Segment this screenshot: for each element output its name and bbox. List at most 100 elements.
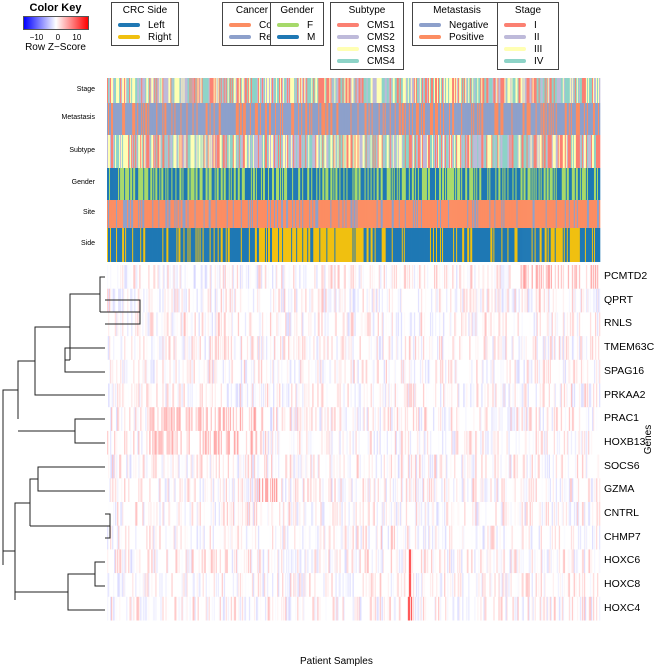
- heatmap-cell: [152, 407, 154, 431]
- annotation-cell: [540, 103, 542, 135]
- annotation-cell: [192, 103, 194, 135]
- heatmap-cell: [121, 407, 123, 431]
- heatmap-cell: [398, 336, 399, 360]
- annotation-cell: [277, 228, 279, 262]
- legend-swatch: [419, 35, 441, 39]
- annotation-cell: [268, 200, 271, 228]
- heatmap-cell: [247, 454, 250, 479]
- heatmap-cell: [158, 430, 160, 455]
- heatmap-cell: [323, 265, 325, 289]
- heatmap-cell: [464, 454, 466, 479]
- heatmap-cell: [241, 383, 244, 408]
- annotation-cell: [437, 103, 439, 135]
- heatmap-cell: [448, 407, 450, 431]
- annotation-cell: [346, 103, 348, 135]
- heatmap-cell: [501, 430, 503, 455]
- annotation-cell: [456, 78, 458, 103]
- annotation-cell: [449, 78, 451, 103]
- annotation-cell: [305, 103, 307, 135]
- annotation-cell: [300, 168, 302, 200]
- heatmap-cell: [214, 430, 216, 455]
- heatmap-cell: [266, 430, 269, 455]
- heatmap-cell: [177, 407, 179, 431]
- annotation-cell: [426, 78, 429, 103]
- heatmap-cell: [525, 265, 527, 289]
- heatmap-cell: [487, 265, 489, 289]
- annotation-cell: [254, 78, 257, 103]
- annotation-cell: [530, 103, 532, 135]
- annotation-cell: [315, 200, 317, 228]
- annotation-cell: [405, 135, 408, 168]
- annotation-cell: [164, 200, 166, 228]
- heatmap-cell: [426, 336, 427, 360]
- heatmap-cell: [252, 454, 255, 479]
- annotation-cell: [233, 135, 236, 168]
- annotation-cell: [302, 103, 304, 135]
- annotation-cell: [547, 78, 549, 103]
- annotation-cell: [360, 135, 362, 168]
- heatmap-cell: [486, 359, 488, 384]
- heatmap-cell: [311, 454, 313, 479]
- annotation-cell: [298, 135, 300, 168]
- heatmap-cell: [168, 430, 170, 455]
- annotation-cell: [267, 103, 270, 135]
- annotation-cell: [376, 200, 378, 228]
- annotation-cell: [395, 228, 398, 262]
- annotation-cell: [390, 168, 393, 200]
- legend-subtype: Subtype CMS1 CMS2 CMS3 CMS4: [330, 2, 404, 70]
- annotation-cell: [169, 78, 171, 103]
- annotation-cell: [223, 200, 226, 228]
- annotation-cell: [187, 135, 189, 168]
- heatmap-cell: [433, 265, 436, 289]
- heatmap-cell: [165, 407, 167, 431]
- annotation-cell: [521, 200, 523, 228]
- heatmap-cell: [538, 454, 540, 479]
- heatmap-cell: [116, 454, 118, 479]
- annotation-cell: [345, 78, 347, 103]
- annotation-cell: [544, 135, 546, 168]
- annotation-cell: [377, 78, 379, 103]
- annotation-cell: [348, 200, 350, 228]
- annotation-cell: [397, 103, 400, 135]
- annotation-cell: [437, 78, 439, 103]
- heatmap-cell: [234, 288, 237, 313]
- annotation-cell: [570, 228, 573, 262]
- annotation-cell: [361, 103, 363, 135]
- annotation-cell: [490, 78, 492, 103]
- heatmap-cell: [210, 265, 212, 289]
- heatmap-cell: [406, 407, 409, 431]
- annotation-cell: [214, 135, 216, 168]
- heatmap-cell: [356, 454, 358, 479]
- heatmap-cell: [422, 383, 425, 408]
- annotation-cell: [593, 168, 596, 200]
- annotation-cell: [491, 103, 493, 135]
- heatmap-cell: [310, 312, 312, 337]
- heatmap-cell: [486, 336, 488, 360]
- heatmap-cell: [185, 454, 187, 479]
- annotation-cell: [369, 78, 371, 103]
- annotation-cell: [548, 78, 550, 103]
- heatmap-cell: [205, 265, 207, 289]
- annotation-cell: [118, 103, 120, 135]
- annotation-cell: [547, 168, 549, 200]
- annotation-cell: [527, 228, 529, 262]
- annotation-cell: [171, 103, 173, 135]
- heatmap-cell: [167, 383, 169, 408]
- annotation-cell: [330, 200, 332, 228]
- annotation-cell: [413, 78, 416, 103]
- heatmap-cell: [411, 265, 414, 289]
- heatmap-cell: [131, 383, 133, 408]
- annotation-cell: [324, 228, 326, 262]
- annotation-cell: [553, 103, 556, 135]
- annotation-cell: [177, 228, 179, 262]
- heatmap-cell: [142, 359, 144, 384]
- annotation-cell: [459, 78, 461, 103]
- heatmap-cell: [185, 407, 187, 431]
- annotation-cell: [321, 78, 323, 103]
- annotation-cell: [471, 78, 473, 103]
- annotation-cell: [335, 135, 337, 168]
- annotation-cell: [596, 135, 599, 168]
- annotation-cell: [363, 135, 365, 168]
- annotation-cell: [269, 78, 272, 103]
- annotation-cell: [493, 228, 495, 262]
